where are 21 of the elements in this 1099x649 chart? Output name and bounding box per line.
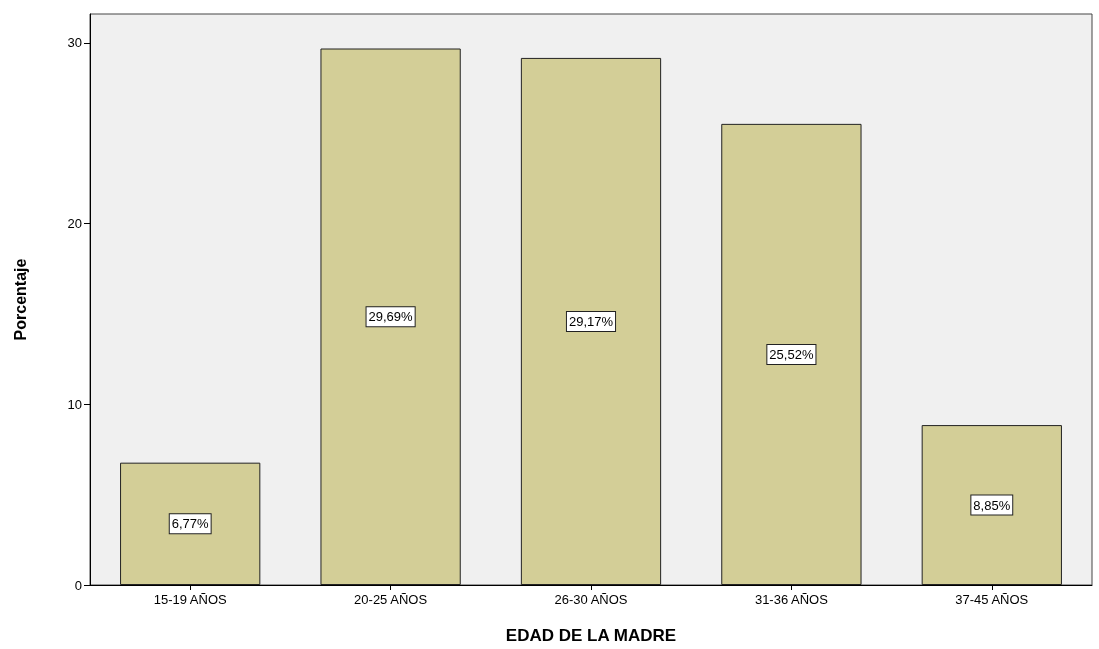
x-tick-label: 31-36 AÑOS (754, 592, 829, 607)
y-tick-label: 30 (67, 35, 82, 51)
y-tick-label: 10 (67, 396, 82, 412)
x-axis-title: EDAD DE LA MADRE (505, 626, 677, 645)
data-label: 25,52% (769, 346, 814, 362)
bar (320, 48, 461, 585)
bar (120, 462, 261, 585)
y-axis-title: Porcentaje (11, 258, 29, 341)
x-tick-label: 15-19 AÑOS (153, 592, 228, 607)
x-tick-label: 37-45 AÑOS (955, 592, 1029, 607)
x-tick-label: 20-25 AÑOS (354, 592, 428, 607)
bar (921, 425, 1062, 585)
y-tick-label: 20 (67, 216, 82, 232)
y-tick-label: 0 (74, 577, 82, 593)
data-label: 29,17% (568, 313, 614, 329)
bar (520, 57, 662, 585)
data-label: 8,85% (973, 497, 1011, 513)
x-tick-label: 26-30 AÑOS (554, 592, 628, 607)
data-label: 29,69% (368, 309, 414, 325)
bar (721, 123, 862, 585)
data-label: 6,77% (171, 516, 210, 532)
